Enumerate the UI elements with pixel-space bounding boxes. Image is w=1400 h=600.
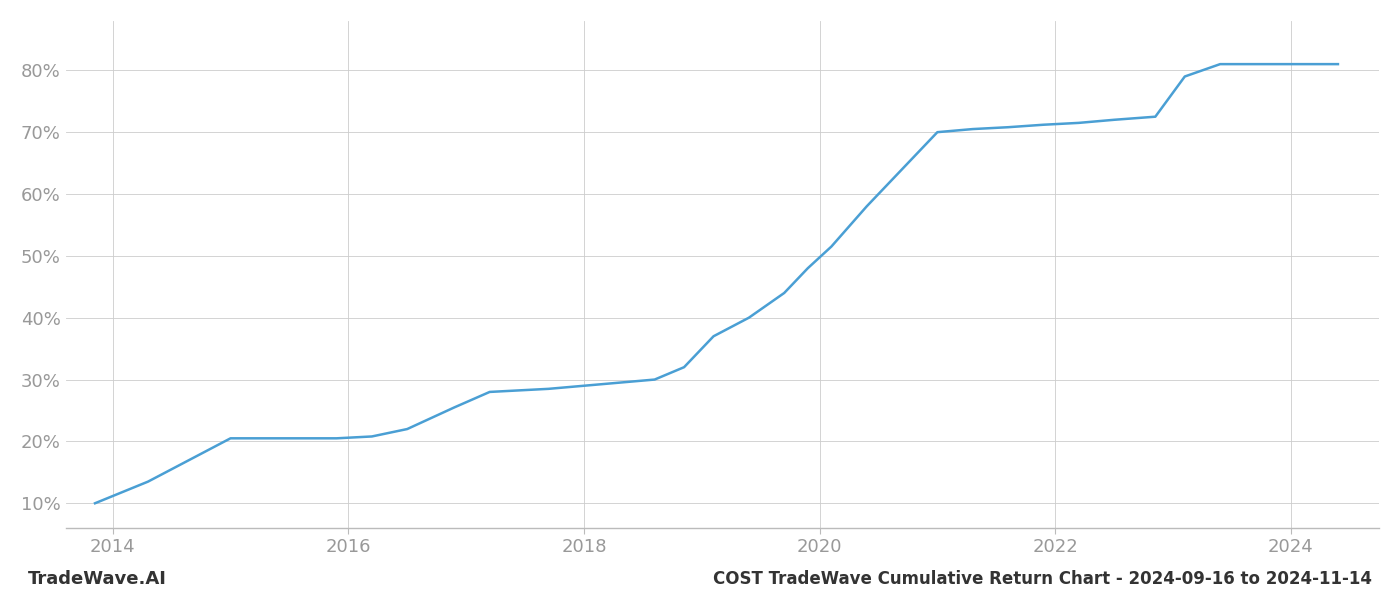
Text: TradeWave.AI: TradeWave.AI <box>28 570 167 588</box>
Text: COST TradeWave Cumulative Return Chart - 2024-09-16 to 2024-11-14: COST TradeWave Cumulative Return Chart -… <box>713 570 1372 588</box>
